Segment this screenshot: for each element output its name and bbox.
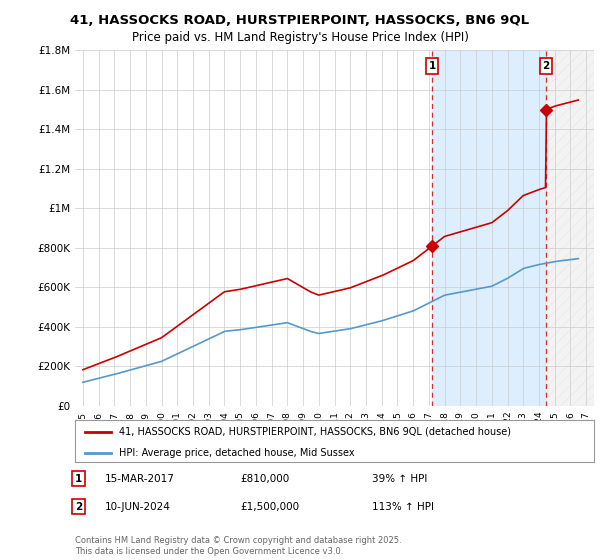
Text: Price paid vs. HM Land Registry's House Price Index (HPI): Price paid vs. HM Land Registry's House …: [131, 31, 469, 44]
Text: 2: 2: [75, 502, 82, 512]
Text: 39% ↑ HPI: 39% ↑ HPI: [372, 474, 427, 484]
Text: 15-MAR-2017: 15-MAR-2017: [105, 474, 175, 484]
Text: 1: 1: [428, 61, 436, 71]
Text: 41, HASSOCKS ROAD, HURSTPIERPOINT, HASSOCKS, BN6 9QL (detached house): 41, HASSOCKS ROAD, HURSTPIERPOINT, HASSO…: [119, 427, 511, 437]
Text: £810,000: £810,000: [240, 474, 289, 484]
Text: 113% ↑ HPI: 113% ↑ HPI: [372, 502, 434, 512]
Text: 41, HASSOCKS ROAD, HURSTPIERPOINT, HASSOCKS, BN6 9QL: 41, HASSOCKS ROAD, HURSTPIERPOINT, HASSO…: [70, 14, 530, 27]
Text: £1,500,000: £1,500,000: [240, 502, 299, 512]
Text: Contains HM Land Registry data © Crown copyright and database right 2025.
This d: Contains HM Land Registry data © Crown c…: [75, 536, 401, 556]
Text: 1: 1: [75, 474, 82, 484]
Text: 2: 2: [542, 61, 550, 71]
Bar: [432, 50, 546, 406]
Bar: [546, 50, 594, 406]
Text: 10-JUN-2024: 10-JUN-2024: [105, 502, 171, 512]
Text: HPI: Average price, detached house, Mid Sussex: HPI: Average price, detached house, Mid …: [119, 448, 355, 458]
